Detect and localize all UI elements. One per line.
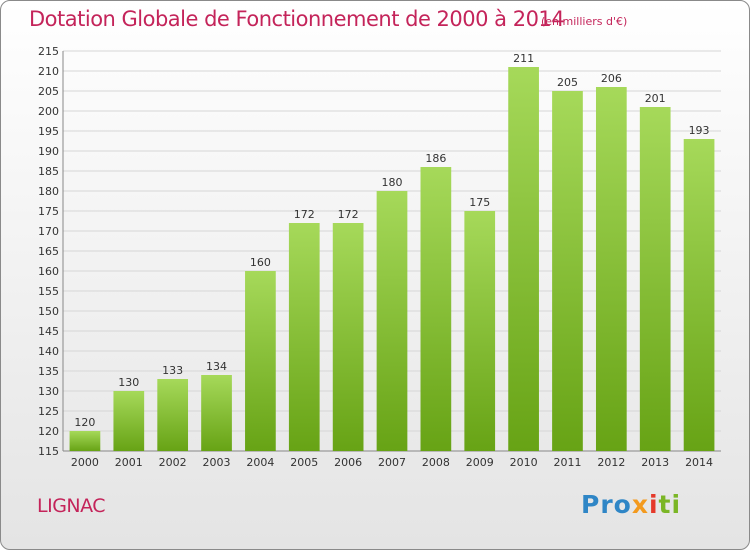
data-label: 133 [162,364,183,377]
bar [464,211,496,451]
y-tick-label: 205 [38,85,59,98]
bar [508,67,539,451]
data-label: 186 [425,152,446,165]
logo-part: ti [658,490,682,519]
bars [69,67,715,451]
y-tick-label: 125 [38,405,59,418]
data-label: 206 [601,72,622,85]
bar [201,375,232,451]
data-label: 211 [513,52,534,65]
data-label: 193 [689,124,710,137]
logo-part: Pro [581,490,632,519]
bar [552,91,583,451]
x-tick-label: 2012 [597,456,625,469]
bar [332,223,364,451]
x-tick-label: 2003 [203,456,231,469]
data-label: 172 [294,208,315,221]
y-tick-label: 130 [38,385,59,398]
commune-name: LIGNAC [37,495,106,517]
x-tick-label: 2007 [378,456,406,469]
data-labels: 120 130 133 134 160 172 172 180 186 175 211 205 206 2… [74,52,709,429]
y-tick-label: 170 [38,225,59,238]
bar [69,431,101,451]
axes: 1151201251301351401451501551601651701751… [38,45,721,469]
data-label: 120 [74,416,95,429]
y-tick-label: 120 [38,425,59,438]
bar [683,139,715,451]
logo-part: i [648,490,659,519]
y-tick-label: 210 [38,65,59,78]
y-tick-label: 190 [38,145,59,158]
chart-title: Dotation Globale de Fonctionnement de 20… [29,7,565,31]
bar [376,191,408,451]
y-tick-label: 150 [38,305,59,318]
bar [288,223,320,451]
x-tick-label: 2006 [334,456,362,469]
data-label: 130 [118,376,139,389]
data-label: 172 [338,208,359,221]
x-tick-label: 2013 [641,456,669,469]
x-tick-label: 2001 [115,456,143,469]
x-tick-label: 2005 [290,456,318,469]
bar [157,379,189,451]
x-tick-label: 2009 [466,456,494,469]
bar [595,87,627,451]
y-tick-label: 175 [38,205,59,218]
y-tick-label: 135 [38,365,59,378]
x-tick-label: 2002 [159,456,187,469]
y-tick-label: 200 [38,105,59,118]
x-tick-label: 2000 [71,456,99,469]
proxiti-logo: Proxiti [581,490,681,519]
data-label: 134 [206,360,227,373]
logo-part: x [631,490,649,519]
x-tick-label: 2011 [553,456,581,469]
y-tick-label: 185 [38,165,59,178]
y-tick-label: 215 [38,45,59,58]
y-tick-label: 165 [38,245,59,258]
y-tick-label: 195 [38,125,59,138]
x-tick-label: 2004 [246,456,274,469]
y-tick-label: 145 [38,325,59,338]
data-label: 205 [557,76,578,89]
x-tick-label: 2008 [422,456,450,469]
bar [113,391,145,451]
data-label: 175 [469,196,490,209]
data-label: 160 [250,256,271,269]
y-tick-label: 140 [38,345,59,358]
chart-subtitle: (en milliers d'€) [541,15,628,28]
bar [420,167,452,451]
data-label: 180 [382,176,403,189]
data-label: 201 [645,92,666,105]
x-tick-label: 2010 [510,456,538,469]
bar [245,271,276,451]
y-tick-label: 180 [38,185,59,198]
bar [639,107,671,451]
y-tick-label: 160 [38,265,59,278]
y-tick-label: 115 [38,445,59,458]
y-tick-label: 155 [38,285,59,298]
x-tick-label: 2014 [685,456,713,469]
